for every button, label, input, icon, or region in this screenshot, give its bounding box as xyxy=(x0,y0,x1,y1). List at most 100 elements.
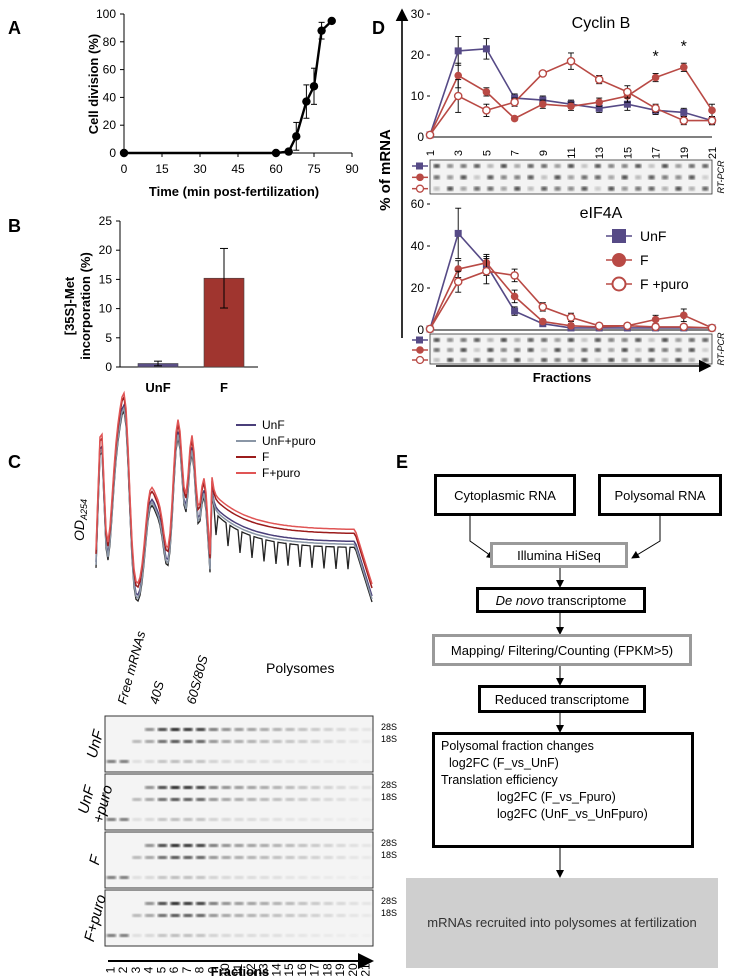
panel-a-point xyxy=(284,147,293,156)
rt-pcr-band xyxy=(662,358,668,362)
panel-e: E xyxy=(396,452,661,878)
rt-pcr-band xyxy=(447,358,454,362)
peak-label-free-mrnas: Free mRNAs xyxy=(114,629,148,706)
rt-pcr-band xyxy=(433,358,440,362)
gel-band xyxy=(285,914,295,917)
gel-band xyxy=(234,786,244,789)
gel-band xyxy=(349,914,359,917)
gel-band xyxy=(311,818,321,821)
rt-pcr-band xyxy=(635,358,642,362)
rt-pcr-band xyxy=(675,186,682,191)
fraction-number: 16 xyxy=(295,963,309,977)
gel-band xyxy=(145,856,155,859)
rt-pcr-band xyxy=(514,175,521,180)
panel-d-point-filled xyxy=(454,71,463,80)
peak-label-40s: 40S xyxy=(146,679,167,706)
panel-d-point-open xyxy=(566,56,576,66)
rt-pcr-band xyxy=(554,186,561,191)
gel-band xyxy=(298,902,308,905)
panel-d-point-square xyxy=(680,108,688,116)
gel-band xyxy=(349,844,359,847)
fraction-number: 13 xyxy=(257,963,271,977)
panel-d-letter: D xyxy=(372,18,385,38)
rt-pcr-band xyxy=(474,358,480,362)
rt-pcr-marker-square xyxy=(416,336,423,344)
fraction-number: 21 xyxy=(359,963,373,977)
rt-pcr-band xyxy=(500,348,507,352)
gel-band xyxy=(183,856,193,859)
gel-band xyxy=(183,786,193,789)
rt-pcr-band xyxy=(500,175,507,180)
gel-row-label: UnF xyxy=(84,727,108,760)
gel-band xyxy=(183,728,193,731)
gel-band xyxy=(221,728,231,731)
panel-d-significance-star: * xyxy=(681,38,687,55)
panel-b-axes: 0 5 10 15 20 25 UnF F xyxy=(99,214,258,395)
gel-band xyxy=(362,798,372,801)
rt-pcr-band xyxy=(460,348,467,352)
panel-c-ylabel: ODA254 xyxy=(71,499,89,541)
gel-marker-18s: 18S xyxy=(381,850,397,860)
flow-box-polysomal-rna: Polysomal RNA xyxy=(598,474,722,516)
gel-band xyxy=(221,786,231,789)
rt-pcr-band xyxy=(662,164,668,168)
panel-d-point-filled xyxy=(680,311,688,320)
gel-band xyxy=(157,934,167,937)
panel-a-xtick-label: 90 xyxy=(345,162,359,176)
rt-pcr-band xyxy=(675,358,682,362)
rt-pcr-band xyxy=(675,175,682,180)
panel-d-point-filled xyxy=(680,63,688,72)
fraction-number: 18 xyxy=(320,963,334,977)
rt-pcr-band xyxy=(581,338,588,342)
gel-band xyxy=(234,876,244,879)
gel-band xyxy=(285,902,295,905)
gel-band xyxy=(362,914,372,917)
gel-band xyxy=(362,902,372,905)
gel-band xyxy=(260,798,270,801)
panel-a-xtick-label: 60 xyxy=(269,162,283,176)
rt-pcr-band xyxy=(702,164,709,168)
panel-a-xtick-label: 15 xyxy=(155,162,169,176)
gel-band xyxy=(311,844,321,847)
rt-pcr-band xyxy=(514,164,521,168)
gel-band xyxy=(349,876,358,879)
rt-pcr-band xyxy=(474,338,480,342)
panel-c-legend: UnF UnF+puro F F+puro xyxy=(236,418,316,480)
rt-pcr-band xyxy=(487,175,494,180)
rt-pcr-band xyxy=(608,358,615,362)
rt-pcr-band xyxy=(702,358,709,362)
gel-band xyxy=(247,786,257,789)
panel-d-point-square xyxy=(454,229,462,237)
gel-band xyxy=(196,798,206,801)
panel-d-legend-label: UnF xyxy=(640,228,666,244)
panel-d-xtick-label: 5 xyxy=(481,150,493,156)
rt-pcr-band xyxy=(568,175,574,180)
gel-band xyxy=(145,740,155,743)
gel-band xyxy=(285,740,295,743)
flow-box-illumina-hiseq: Illumina HiSeq xyxy=(490,542,628,568)
rt-pcr-band xyxy=(594,338,601,342)
gel-band xyxy=(323,786,333,789)
fraction-number: 4 xyxy=(142,966,156,973)
gel-band xyxy=(183,934,193,937)
rt-pcr-band xyxy=(648,348,655,352)
fraction-number: 15 xyxy=(282,963,296,977)
gel-band xyxy=(170,818,180,821)
gel-band xyxy=(132,914,142,917)
panel-a-xtick-label: 75 xyxy=(307,162,321,176)
gel-band xyxy=(323,876,333,879)
rt-pcr-band xyxy=(474,164,480,168)
panel-d-point-open xyxy=(651,322,660,332)
gel-band xyxy=(196,876,206,879)
rt-pcr-band xyxy=(581,186,588,191)
trace-unf xyxy=(95,402,373,597)
rt-pcr-band xyxy=(487,358,494,362)
gel-band xyxy=(311,902,321,905)
panel-d-point-open xyxy=(425,130,435,140)
rt-pcr-band xyxy=(688,164,695,168)
gel-band xyxy=(362,876,371,879)
gel-band xyxy=(272,844,282,847)
rt-pcr-band xyxy=(527,358,534,362)
rt-pcr-marker-open xyxy=(415,355,425,365)
gel-band xyxy=(196,902,206,905)
